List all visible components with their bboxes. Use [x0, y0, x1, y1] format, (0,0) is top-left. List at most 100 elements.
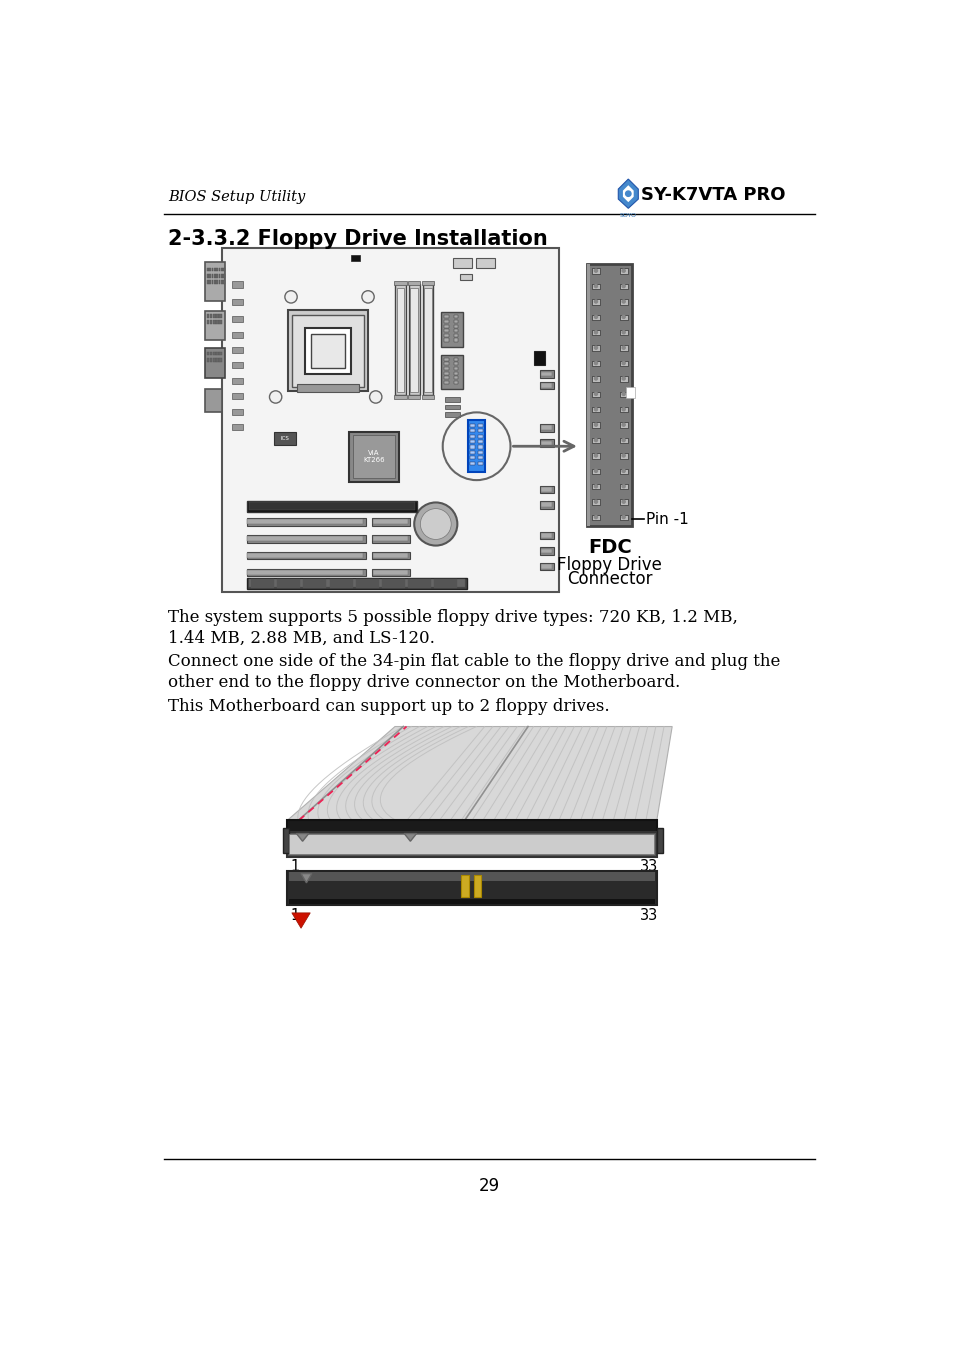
Bar — [213, 320, 215, 324]
Bar — [249, 580, 464, 588]
Circle shape — [594, 269, 597, 273]
Bar — [274, 431, 295, 446]
Bar — [656, 828, 662, 852]
Bar — [444, 315, 449, 319]
Bar — [205, 311, 225, 340]
Bar — [453, 330, 457, 332]
Bar — [213, 267, 215, 272]
Bar — [444, 339, 449, 342]
Bar — [592, 515, 599, 520]
Circle shape — [621, 362, 624, 365]
Bar — [619, 515, 627, 520]
Bar — [444, 334, 449, 336]
Circle shape — [594, 331, 597, 334]
Bar — [207, 313, 210, 317]
Bar — [540, 426, 552, 430]
Bar — [287, 311, 368, 392]
Bar — [470, 424, 475, 427]
Bar — [592, 453, 599, 458]
Bar — [453, 315, 457, 319]
Bar — [210, 313, 213, 317]
Bar — [247, 501, 416, 512]
Text: FDC: FDC — [587, 538, 631, 557]
Polygon shape — [622, 185, 633, 203]
Text: SOYO: SOYO — [619, 213, 637, 218]
Bar — [219, 358, 221, 362]
Bar — [247, 517, 366, 526]
Circle shape — [621, 485, 624, 488]
Bar — [421, 396, 434, 400]
Bar — [212, 267, 213, 272]
Bar — [625, 386, 635, 397]
Bar — [539, 501, 553, 508]
Bar — [539, 547, 553, 555]
Bar — [232, 299, 242, 305]
Bar — [396, 288, 404, 392]
Bar — [210, 358, 213, 362]
Bar — [210, 274, 211, 277]
Bar — [453, 367, 457, 370]
Bar — [232, 408, 242, 415]
Bar — [539, 370, 553, 378]
Bar — [619, 330, 627, 335]
Bar — [207, 351, 210, 355]
Bar — [539, 381, 553, 389]
Bar — [221, 249, 558, 592]
Circle shape — [621, 516, 624, 519]
Bar — [210, 320, 213, 324]
Bar — [477, 451, 482, 454]
Bar — [592, 376, 599, 381]
Bar — [444, 376, 449, 380]
Bar — [619, 376, 627, 381]
Bar — [453, 372, 457, 374]
Bar — [287, 832, 656, 857]
Bar — [247, 536, 362, 540]
Bar — [619, 407, 627, 412]
Bar — [205, 349, 225, 378]
Bar — [287, 820, 656, 832]
Bar — [619, 423, 627, 428]
Bar — [394, 396, 406, 400]
Bar — [619, 484, 627, 489]
Circle shape — [621, 454, 624, 457]
Bar — [587, 263, 632, 526]
Bar — [247, 554, 362, 558]
Bar — [219, 313, 221, 317]
Bar — [218, 267, 220, 272]
Circle shape — [594, 408, 597, 411]
Bar — [444, 397, 460, 401]
Bar — [216, 267, 217, 272]
Bar — [232, 347, 242, 353]
Bar — [453, 320, 457, 323]
Bar — [470, 462, 475, 465]
Text: BIOS Setup Utility: BIOS Setup Utility — [168, 190, 305, 204]
Bar — [373, 519, 408, 524]
Bar — [453, 258, 472, 267]
Bar — [619, 500, 627, 505]
Bar — [221, 267, 222, 272]
Bar — [207, 358, 210, 362]
Bar — [440, 354, 462, 389]
Bar — [218, 274, 220, 277]
Polygon shape — [618, 180, 638, 208]
Bar — [539, 439, 553, 447]
Bar — [372, 569, 410, 577]
Bar — [303, 578, 326, 588]
Circle shape — [594, 392, 597, 396]
Bar — [453, 376, 457, 380]
Bar — [453, 339, 457, 342]
Circle shape — [420, 508, 451, 539]
Bar — [373, 570, 408, 574]
Circle shape — [285, 290, 297, 303]
Bar — [232, 393, 242, 400]
Bar — [477, 457, 482, 459]
Text: Floppy Drive: Floppy Drive — [557, 557, 661, 574]
Bar — [453, 381, 457, 384]
Bar — [444, 358, 449, 361]
Bar — [592, 361, 599, 366]
Bar — [409, 284, 419, 396]
Circle shape — [621, 285, 624, 288]
Bar — [453, 362, 457, 365]
Polygon shape — [292, 913, 310, 928]
Bar — [592, 392, 599, 397]
